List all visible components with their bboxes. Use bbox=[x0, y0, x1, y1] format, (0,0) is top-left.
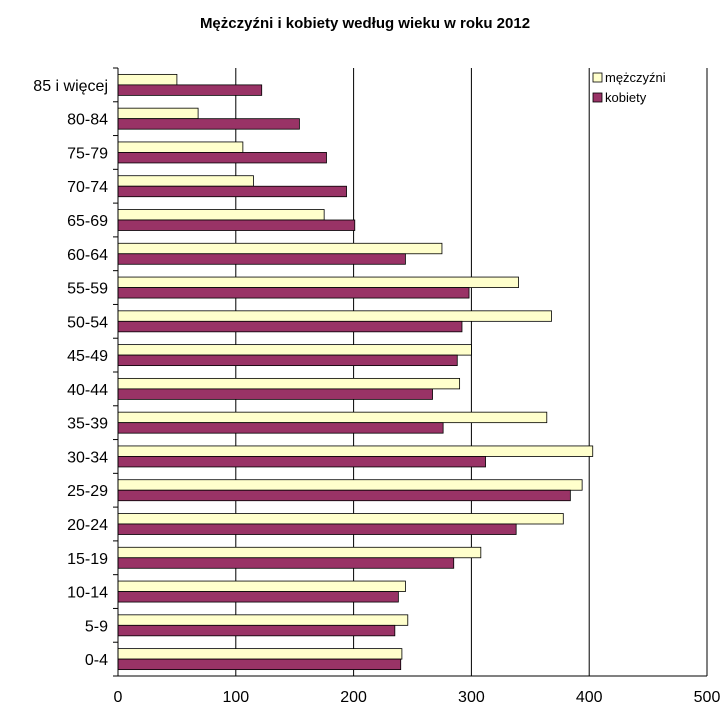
x-tick-label: 0 bbox=[114, 689, 123, 706]
bar-men bbox=[117, 513, 564, 525]
bar-women bbox=[117, 388, 433, 400]
bar-men bbox=[117, 411, 548, 424]
y-tick-label: 15-19 bbox=[67, 551, 108, 568]
bar-men bbox=[117, 310, 552, 322]
y-tick-label: 40-44 bbox=[67, 382, 108, 399]
y-tick-label: 75-79 bbox=[67, 145, 108, 162]
x-tick-label: 400 bbox=[576, 689, 603, 706]
bar-men bbox=[117, 580, 406, 592]
bar-men bbox=[117, 344, 472, 356]
bar-women bbox=[117, 557, 455, 569]
y-tick-label: 65-69 bbox=[67, 213, 108, 230]
bar-women bbox=[117, 658, 402, 671]
bar-women bbox=[117, 354, 458, 367]
legend-label: kobiety bbox=[605, 90, 647, 105]
bar-women bbox=[117, 456, 486, 468]
bar-women bbox=[117, 118, 300, 130]
chart-title: Mężczyźni i kobiety według wieku w roku … bbox=[200, 15, 530, 32]
y-tick-label: 80-84 bbox=[67, 112, 108, 129]
y-tick-label: 35-39 bbox=[67, 416, 108, 433]
bars-layer bbox=[117, 73, 594, 671]
y-tick-label: 50-54 bbox=[67, 314, 108, 331]
bar-men bbox=[117, 209, 325, 221]
bar-women bbox=[117, 185, 347, 198]
legend-swatch bbox=[592, 92, 603, 103]
bar-women bbox=[117, 253, 406, 265]
y-tick-label: 10-14 bbox=[67, 585, 108, 602]
bar-women bbox=[117, 219, 356, 231]
bar-men bbox=[117, 242, 443, 255]
legend-swatch bbox=[592, 72, 603, 83]
legend: mężczyźni kobiety bbox=[592, 70, 666, 105]
x-tick-label: 100 bbox=[222, 689, 249, 706]
bar-women bbox=[117, 523, 517, 535]
bar-women bbox=[117, 84, 263, 96]
bar-men bbox=[117, 107, 199, 120]
bar-women bbox=[117, 422, 444, 434]
bar-women bbox=[117, 320, 463, 333]
y-tick-label: 25-29 bbox=[67, 483, 108, 500]
bar-men bbox=[117, 276, 519, 288]
bar-men bbox=[117, 546, 482, 559]
x-tick-label: 500 bbox=[694, 689, 721, 706]
bar-women bbox=[117, 624, 396, 637]
bar-women bbox=[117, 591, 399, 603]
axis-layer: 0 100 200 300 400 500 85 i więcej 80-84 75-79 70-… bbox=[33, 67, 721, 706]
legend-label: mężczyźni bbox=[605, 70, 666, 85]
bar-men bbox=[117, 141, 244, 153]
bar-women bbox=[117, 152, 327, 164]
y-tick-label: 5-9 bbox=[85, 618, 108, 635]
x-tick-label: 300 bbox=[458, 689, 485, 706]
y-tick-label: 45-49 bbox=[67, 348, 108, 365]
bar-men bbox=[117, 479, 583, 491]
bar-men bbox=[117, 648, 403, 660]
bar-men bbox=[117, 175, 254, 187]
bar-women bbox=[117, 287, 470, 299]
bar-men bbox=[117, 614, 409, 626]
y-tick-label: 0-4 bbox=[85, 652, 108, 669]
grid-layer bbox=[235, 68, 708, 676]
x-tick-label: 200 bbox=[340, 689, 367, 706]
y-tick-label: 60-64 bbox=[67, 247, 108, 264]
bar-men bbox=[117, 73, 178, 86]
bar-men bbox=[117, 377, 461, 390]
y-tick-label: 55-59 bbox=[67, 281, 108, 298]
y-tick-label: 70-74 bbox=[67, 179, 108, 196]
bar-women bbox=[117, 489, 571, 502]
y-tick-label: 30-34 bbox=[67, 449, 108, 466]
y-tick-label: 20-24 bbox=[67, 517, 108, 534]
y-tick-label: 85 i więcej bbox=[33, 78, 108, 95]
bar-men bbox=[117, 445, 594, 457]
